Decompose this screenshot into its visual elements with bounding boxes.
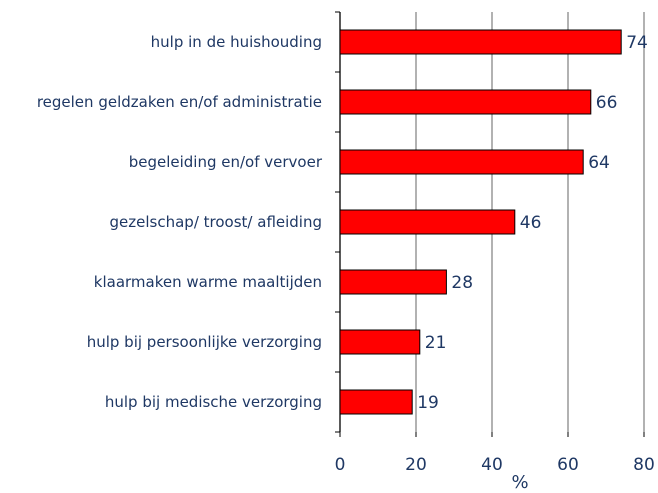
x-tick-label: 0 (335, 455, 346, 475)
y-tick-label: begeleiding en/of vervoer (128, 153, 322, 171)
value-label: 64 (588, 153, 610, 173)
value-label: 28 (451, 273, 473, 293)
x-axis-title: % (511, 472, 528, 493)
y-tick-label-box: hulp in de huishouding (0, 29, 322, 55)
bar (339, 29, 622, 55)
y-tick-label-box: hulp bij medische verzorging (0, 389, 322, 415)
y-tick-label: gezelschap/ troost/ afleiding (109, 213, 322, 231)
x-tick-label: 60 (557, 455, 579, 475)
y-tick-label: klaarmaken warme maaltijden (93, 273, 322, 291)
x-tick-label: 20 (405, 455, 427, 475)
bar (339, 329, 421, 355)
y-tick-label-box: klaarmaken warme maaltijden (0, 269, 322, 295)
y-tick-label: hulp bij medische verzorging (104, 393, 322, 411)
bar (339, 209, 516, 235)
value-label: 46 (520, 213, 542, 233)
x-tick-label: 80 (633, 455, 655, 475)
y-tick-label-box: gezelschap/ troost/ afleiding (0, 209, 322, 235)
y-tick-label-box: hulp bij persoonlijke verzorging (0, 329, 322, 355)
x-tick-label: 40 (481, 455, 503, 475)
bar (339, 269, 447, 295)
y-tick-label-box: regelen geldzaken en/of administratie (0, 89, 322, 115)
y-tick-label: hulp in de huishouding (150, 33, 322, 51)
value-label: 66 (596, 93, 618, 113)
bar (339, 149, 584, 175)
value-label: 19 (417, 393, 439, 413)
y-tick-label: regelen geldzaken en/of administratie (36, 93, 322, 111)
bar (339, 389, 413, 415)
bar (339, 89, 592, 115)
y-tick-label-box: begeleiding en/of vervoer (0, 149, 322, 175)
y-tick-label: hulp bij persoonlijke verzorging (86, 333, 322, 351)
value-label: 21 (425, 333, 447, 353)
value-label: 74 (626, 33, 648, 53)
